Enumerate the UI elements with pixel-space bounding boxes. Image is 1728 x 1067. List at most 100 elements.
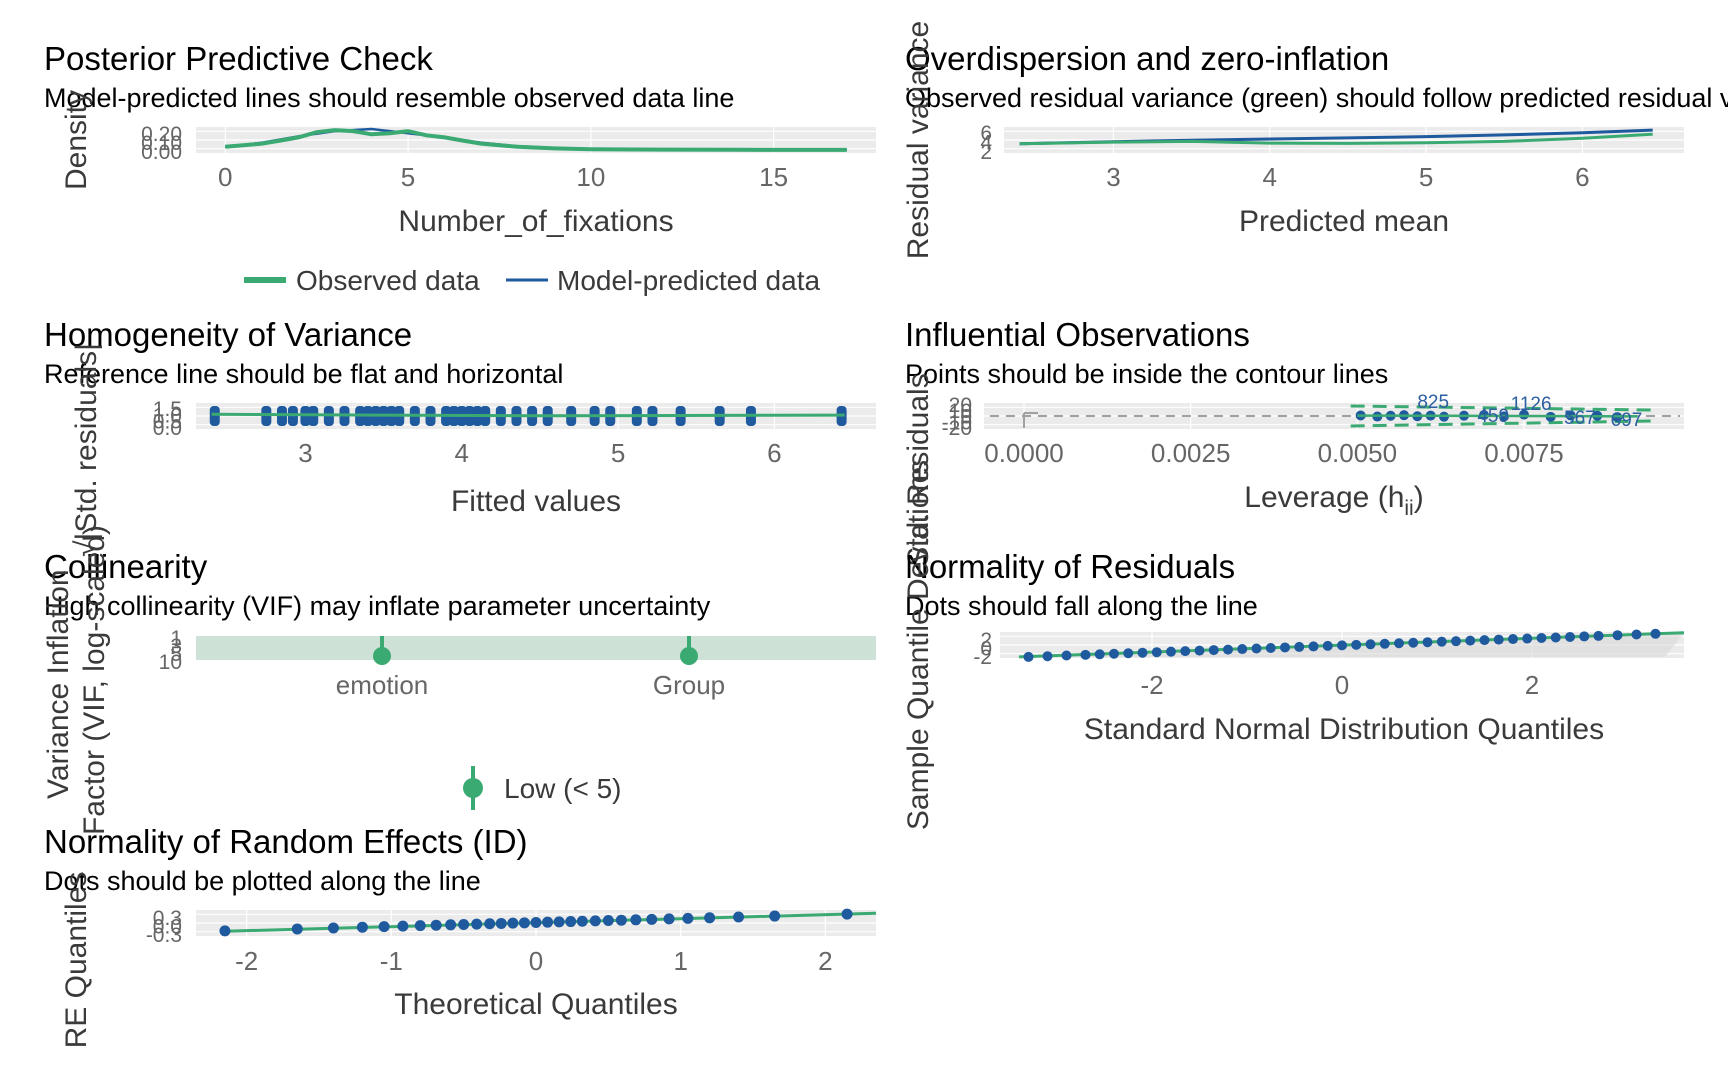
- qq-point-37: [1565, 631, 1575, 642]
- io-ytick-2: 0: [960, 406, 972, 429]
- qq-xtick-1: 0: [1335, 670, 1349, 700]
- io-xtick-2: 0.0050: [1318, 438, 1398, 468]
- influ-subtitle: Points should be inside the contour line…: [905, 359, 1388, 389]
- re-title: Normality of Random Effects (ID): [44, 823, 528, 860]
- qq-x-tick-labels: -2 0 2: [1140, 670, 1539, 700]
- ppc-ytick-2: 0.20: [141, 123, 182, 146]
- vif-point-0: [373, 647, 391, 665]
- io-ytick-1: -10: [942, 411, 972, 434]
- qq-point-35: [1536, 633, 1547, 644]
- qq-point-26: [1408, 637, 1419, 648]
- influ-x-tick-labels: 0.0000 0.0025 0.0050 0.0075: [984, 438, 1564, 468]
- io-xtick-0: 0.0000: [984, 438, 1064, 468]
- io-xtick-1: 0.0025: [1151, 438, 1231, 468]
- qq-point-39: [1593, 630, 1604, 641]
- re-x-axis-title: Theoretical Quantiles: [394, 988, 677, 1021]
- re-point-0: [219, 925, 231, 937]
- io-ytick-3: 10: [949, 400, 972, 423]
- homog-point-0: [209, 406, 220, 426]
- vif-xtick-1: Group: [653, 670, 725, 700]
- vif-y-axis-title-line2: Factor (VIF, log-scaled): [78, 525, 111, 835]
- re-point-22: [615, 914, 627, 926]
- re-point-8: [445, 919, 457, 931]
- qq-point-13: [1223, 644, 1233, 655]
- re-y-tick-labels: -0.30.00.3: [146, 907, 182, 947]
- re-point-24: [646, 913, 658, 925]
- hv-ytick-2: 1.0: [153, 404, 182, 427]
- vif-y-axis-title: Variance Inflation Factor (VIF, log-scal…: [42, 525, 111, 835]
- homog-title: Homogeneity of Variance: [44, 316, 412, 353]
- ppc-y-axis-title: Density: [60, 90, 93, 190]
- qq-point-2: [1061, 650, 1072, 661]
- qq-point-9: [1166, 646, 1176, 657]
- panel-normality-of-random-effects: Normality of Random Effects (ID) Dots sh…: [44, 823, 877, 1048]
- re-xtick-0: -2: [235, 946, 258, 976]
- influ-x-axis-title: Leverage (hii): [1244, 481, 1423, 520]
- qq-point-14: [1237, 644, 1248, 655]
- qq-point-15: [1251, 643, 1262, 654]
- vif-xtick-0: emotion: [336, 670, 429, 700]
- re-point-11: [484, 918, 496, 930]
- re-point-14: [518, 917, 530, 929]
- re-point-7: [430, 919, 442, 931]
- re-point-1: [291, 923, 303, 935]
- ppc-line-observed: [225, 128, 847, 152]
- homog-points: [209, 406, 847, 426]
- re-point-27: [704, 912, 716, 924]
- overdisp-series: [1019, 128, 1653, 146]
- vif-legend-key-dot: [463, 778, 483, 798]
- qq-point-5: [1109, 648, 1119, 659]
- re-point-3: [356, 921, 368, 933]
- re-ytick-2: 0.3: [153, 907, 182, 930]
- ppc-title: Posterior Predictive Check: [44, 40, 433, 77]
- qq-point-11: [1194, 645, 1205, 656]
- qq-point-19: [1308, 641, 1319, 652]
- qq-point-36: [1550, 632, 1561, 643]
- qq-point-33: [1508, 634, 1518, 645]
- overdisp-gridlines: [1004, 127, 1684, 153]
- re-point-20: [589, 915, 601, 927]
- qq-title: Normality of Residuals: [905, 548, 1235, 585]
- re-point-28: [733, 911, 745, 923]
- panel-normality-of-residuals: Normality of Residuals Dots should fall …: [902, 460, 1685, 830]
- qq-y-axis-title: Sample Quantile Deviations: [902, 460, 935, 830]
- re-point-26: [682, 912, 694, 924]
- ppc-x-tick-labels: 0 5 10 15: [218, 162, 788, 192]
- influ-smooth-line: [1357, 414, 1638, 418]
- panel-overdispersion: Overdispersion and zero-inflation Observ…: [902, 21, 1728, 259]
- io-ytick-0: -20: [942, 417, 972, 440]
- legend-label-observed: Observed data: [296, 265, 480, 296]
- qq-point-41: [1631, 629, 1642, 640]
- qq-point-27: [1422, 637, 1433, 648]
- hv-ytick-0: 0.0: [153, 417, 182, 440]
- qq-ytick-0: -2: [973, 646, 992, 669]
- panel-homogeneity: Homogeneity of Variance Reference line s…: [44, 316, 876, 557]
- re-ytick-1: 0.0: [153, 916, 182, 939]
- re-point-21: [602, 915, 614, 927]
- homog-y-axis-title: √|Std. residuals|: [70, 343, 103, 557]
- qq-point-29: [1451, 636, 1461, 647]
- od-ytick-1: 4: [980, 132, 992, 155]
- re-point-18: [565, 916, 577, 928]
- ppc-y-tick-labels: 0.000.100.20: [141, 123, 182, 164]
- qq-subtitle: Dots should fall along the line: [905, 591, 1258, 621]
- ppc-xtick-1: 5: [401, 162, 415, 192]
- hv-xtick-3: 6: [767, 438, 781, 468]
- io-xtick-3: 0.0075: [1484, 438, 1564, 468]
- homog-reference-line: [211, 412, 845, 418]
- ppc-xtick-3: 15: [759, 162, 788, 192]
- hv-ytick-3: 1.5: [153, 398, 182, 421]
- re-point-29: [769, 910, 781, 922]
- homog-x-axis-title: Fitted values: [451, 485, 621, 518]
- overdisp-subtitle: Observed residual variance (green) shoul…: [905, 83, 1728, 113]
- qq-point-12: [1208, 645, 1219, 656]
- od-ytick-0: 2: [980, 141, 992, 164]
- ppc-xtick-2: 10: [576, 162, 605, 192]
- qq-point-7: [1137, 647, 1148, 658]
- qq-point-20: [1322, 640, 1333, 651]
- panel-collinearity: Collinearity High collinearity (VIF) may…: [42, 525, 876, 835]
- homog-y-tick-labels: 0.00.51.01.5: [153, 398, 182, 440]
- qq-point-1: [1042, 651, 1053, 662]
- vif-ytick-2: 3: [170, 635, 182, 658]
